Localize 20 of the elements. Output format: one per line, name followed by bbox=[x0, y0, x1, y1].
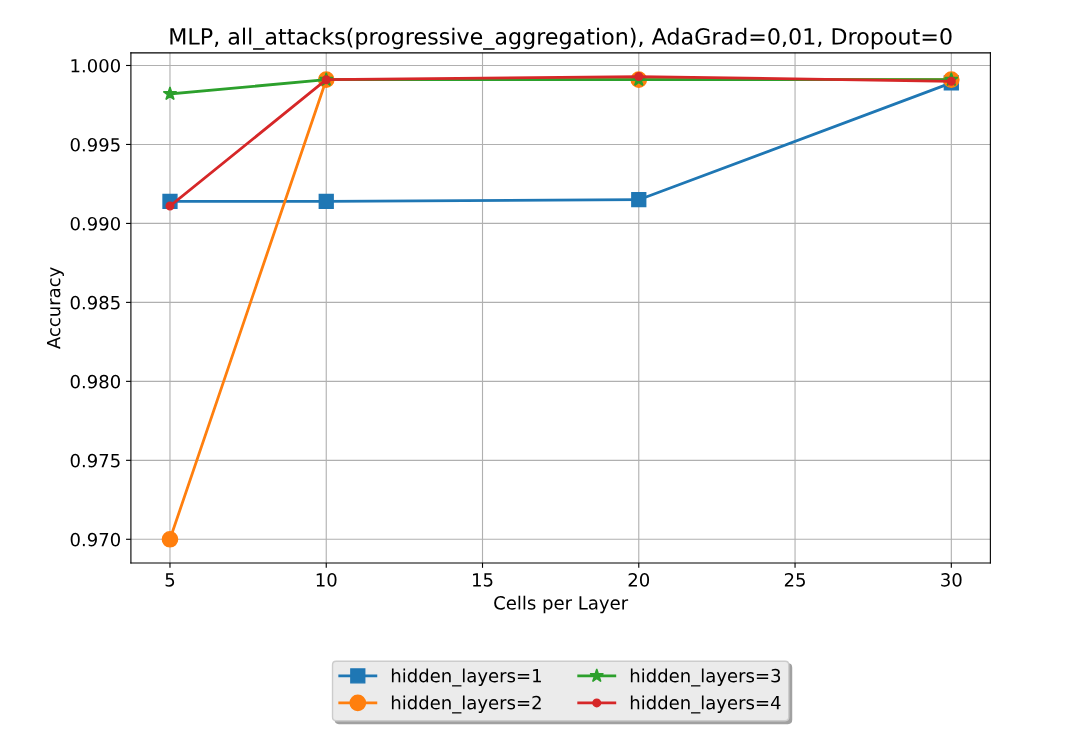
legend-label: hidden_layers=3 bbox=[630, 668, 781, 687]
y-tick-label: 0.995 bbox=[70, 137, 120, 152]
x-tick-label: 10 bbox=[316, 573, 337, 587]
y-tick-label: 0.970 bbox=[70, 532, 120, 547]
chart-title: MLP, all_attacks(progressive_aggregation), AdaGrad=0,01, Dropout=0 bbox=[170, 27, 952, 50]
x-tick-label: 5 bbox=[165, 573, 175, 587]
y-tick-label: 0.975 bbox=[70, 453, 120, 468]
x-tick-label: 30 bbox=[941, 573, 962, 587]
legend-label: hidden_layers=2 bbox=[391, 695, 541, 714]
y-tick-label: 0.980 bbox=[70, 374, 120, 389]
y-axis-title: Accuracy bbox=[47, 267, 64, 349]
y-tick-label: 1.000 bbox=[71, 58, 120, 73]
legend-label: hidden_layers=1 bbox=[391, 668, 541, 687]
y-tick-label: 0.990 bbox=[70, 216, 120, 231]
x-tick-label: 20 bbox=[628, 573, 650, 587]
x-tick-label: 15 bbox=[473, 573, 493, 587]
x-axis-title: Cells per Layer bbox=[494, 595, 629, 614]
legend-label: hidden_layers=4 bbox=[630, 695, 781, 714]
x-tick-label: 25 bbox=[784, 573, 805, 587]
y-tick-label: 0.985 bbox=[70, 295, 120, 310]
